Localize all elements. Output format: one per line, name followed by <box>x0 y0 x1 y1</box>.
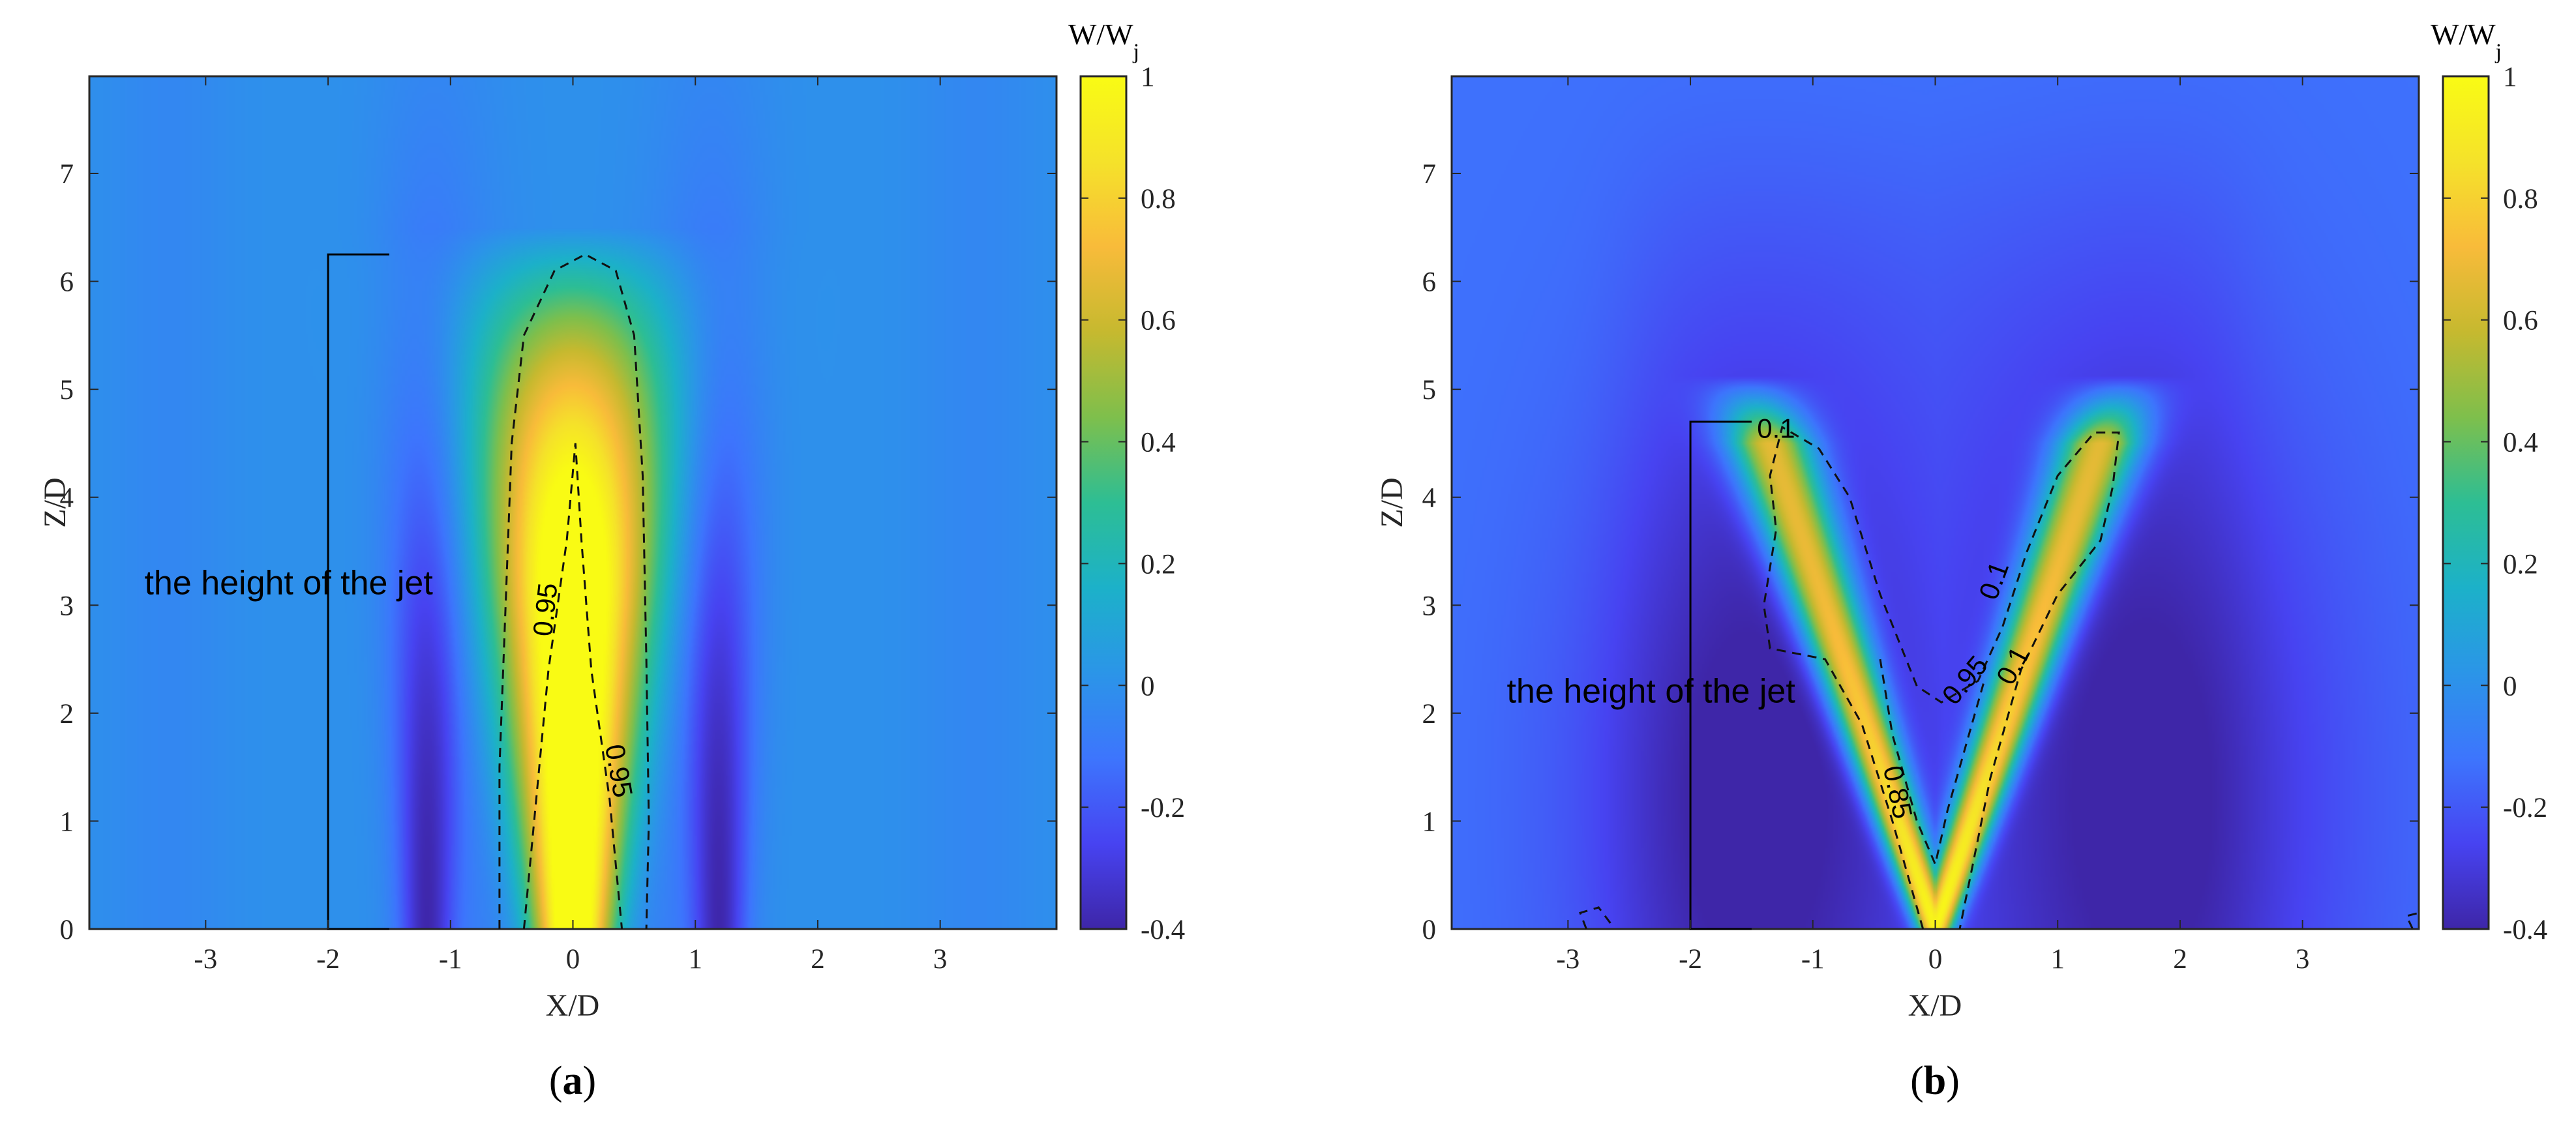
y-tick-label: 7 <box>60 159 74 190</box>
jet-height-annotation: the height of the jet <box>1506 672 1795 710</box>
colorbar-tick-label: -0.2 <box>2503 793 2547 823</box>
contour-label: 0.95 <box>527 582 563 638</box>
y-tick-label: 3 <box>1422 591 1437 621</box>
colorbar-title-sub-a: j <box>1133 40 1139 64</box>
colorbar-tick-label: 0.6 <box>1141 306 1176 336</box>
y-axis-a: 0 1 2 3 4 5 6 7 <box>60 159 1056 945</box>
colorbar-title-main-a: W/W <box>1068 18 1133 51</box>
heatmap-field-a <box>89 76 1056 929</box>
contour-line <box>2405 911 2419 930</box>
y-tick-label: 2 <box>60 699 74 730</box>
colorbar-tick-label: 0.6 <box>2503 306 2538 336</box>
x-axis-b: -3 -2 -1 0 1 2 3 <box>1556 76 2309 975</box>
x-axis-a: -3 -2 -1 0 1 2 3 <box>194 76 947 975</box>
contour-line <box>1579 906 1612 930</box>
colorbar-tick-label: -0.4 <box>2503 915 2547 945</box>
x-axis-title-b: X/D <box>1908 988 1962 1023</box>
y-tick-label: 6 <box>1422 267 1437 298</box>
x-tick-label: 3 <box>2296 944 2310 975</box>
panel-label-letter-b: b <box>1924 1059 1946 1103</box>
contour-label: 0.1 <box>1757 413 1795 444</box>
y-tick-label: 1 <box>60 806 74 837</box>
colorbar-tick-label: 1 <box>1141 62 1155 93</box>
x-tick-label: -1 <box>439 944 462 975</box>
colorbar-tick-label: 0.8 <box>1141 184 1176 214</box>
x-tick-label: 1 <box>2050 944 2065 975</box>
y-tick-label: 4 <box>60 483 74 514</box>
colorbar-title-sub-b: j <box>2495 40 2502 64</box>
colorbar-tick-label: -0.4 <box>1141 915 1185 945</box>
colorbar-tick-label: 0 <box>1141 671 1155 701</box>
panel-label-b: (b) <box>1910 1059 1960 1103</box>
colorbar-tick-label: 0.4 <box>1141 428 1176 458</box>
y-tick-label: 6 <box>60 267 74 298</box>
colorbar-tick-label: 1 <box>2503 62 2517 93</box>
y-tick-label: 1 <box>1422 806 1437 837</box>
x-tick-label: 1 <box>688 944 702 975</box>
y-axis-title-a: Z/D <box>38 477 72 527</box>
x-tick-label: -3 <box>194 944 217 975</box>
x-tick-label: -2 <box>1679 944 1702 975</box>
colorbar-a <box>1079 75 1128 930</box>
panel-label-letter-a: a <box>563 1059 583 1103</box>
colorbar-ticks-a: -0.4 -0.2 0 0.2 0.4 0.6 0.8 1 <box>1081 62 1185 945</box>
contour-line <box>498 253 650 930</box>
x-axis-title-a: X/D <box>546 988 600 1023</box>
colorbar-tick-label: 0.2 <box>2503 549 2538 580</box>
y-axis-title-b: Z/D <box>1375 477 1409 527</box>
contour-line <box>522 443 623 930</box>
y-tick-label: 2 <box>1422 699 1437 730</box>
y-tick-label: 0 <box>60 915 74 945</box>
y-tick-label: 7 <box>1422 159 1437 190</box>
x-tick-label: 0 <box>566 944 580 975</box>
x-tick-label: 3 <box>933 944 948 975</box>
contour-line <box>1879 658 1986 868</box>
y-tick-label: 5 <box>60 375 74 406</box>
y-tick-label: 4 <box>1422 483 1437 514</box>
y-tick-label: 5 <box>1422 375 1437 406</box>
colorbar-title-b: W/Wj <box>2431 18 2502 64</box>
jet-height-bracket <box>1689 421 1752 930</box>
x-tick-label: -2 <box>316 944 340 975</box>
colorbar-b <box>2442 75 2490 930</box>
x-tick-label: 2 <box>2173 944 2187 975</box>
colorbar-title-a: W/Wj <box>1068 18 1139 64</box>
y-axis-b: 0 1 2 3 4 5 6 7 <box>1422 159 2419 945</box>
x-tick-label: 2 <box>811 944 825 975</box>
x-tick-label: -1 <box>1801 944 1825 975</box>
heatmap-field-b <box>1452 76 2419 929</box>
y-tick-label: 3 <box>60 591 74 621</box>
jet-height-annotation: the height of the jet <box>144 565 433 602</box>
colorbar-tick-label: 0.2 <box>1141 549 1176 580</box>
colorbar-ticks-b: -0.4 -0.2 0 0.2 0.4 0.6 0.8 1 <box>2443 62 2547 945</box>
colorbar-tick-label: 0 <box>2503 671 2517 701</box>
panel-label-a: (a) <box>549 1059 596 1103</box>
colorbar-tick-label: -0.2 <box>1141 793 1185 823</box>
colorbar-tick-label: 0.8 <box>2503 184 2538 214</box>
y-tick-label: 0 <box>1422 915 1437 945</box>
contour-line <box>1763 425 2120 930</box>
x-tick-label: 0 <box>1928 944 1943 975</box>
jet-height-bracket <box>327 253 389 930</box>
colorbar-tick-label: 0.4 <box>2503 428 2538 458</box>
x-tick-label: -3 <box>1556 944 1580 975</box>
colorbar-title-main-b: W/W <box>2431 18 2496 51</box>
